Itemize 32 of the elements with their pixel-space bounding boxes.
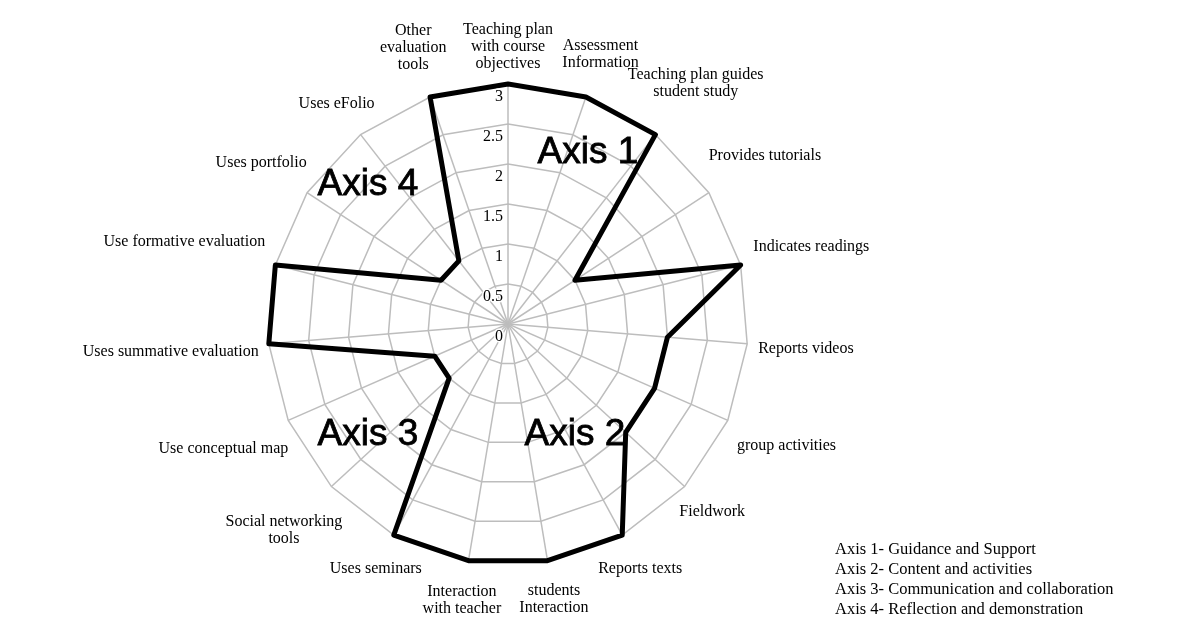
text: Axis 2 [524,412,626,453]
text: Axis 3- Communication and collaboration [835,579,1114,598]
spoke-label: Reports texts [598,558,683,577]
text: Axis 4 [317,162,419,203]
spoke-label: Uses summative evaluation [82,342,259,360]
spoke-label: Use formative evaluation [103,232,266,250]
y-tick-label: 1 [495,246,503,264]
spoke-label: Other evaluation tools [379,21,447,73]
y-tick-label: 0 [495,326,503,344]
spoke-label: Social networking tools [225,512,343,547]
spoke-label: Fieldwork [679,502,746,520]
spoke-label: Uses eFolio [298,94,375,112]
y-tick-label: 2 [495,166,503,184]
spoke-label: Teaching plan with course objectives [463,19,553,72]
spoke-label: Uses portfolio [215,152,307,171]
spoke-label: Interaction with teacher [422,581,502,616]
text: Axis 1- Guidance and Support [835,539,1037,558]
text: Axis 4- Reflection and demonstration [835,599,1084,618]
spoke-label: group activities [737,436,837,455]
y-tick-label: 2.5 [483,126,503,144]
y-tick-label: 1.5 [483,206,503,224]
text: Axis 3 [317,412,419,453]
y-tick-label: 0.5 [483,286,503,304]
spoke-label: Indicates readings [753,237,870,256]
spoke-label: students Interaction [519,581,589,616]
y-tick-label: 3 [495,86,503,104]
text: Axis 1 [537,130,639,171]
spoke-label: Reports videos [758,338,854,357]
spoke-label: Provides tutorials [708,146,822,164]
spoke-label: Uses seminars [329,558,422,576]
spoke-label: Use conceptual map [158,439,289,458]
text: Axis 2- Content and activities [835,559,1033,578]
